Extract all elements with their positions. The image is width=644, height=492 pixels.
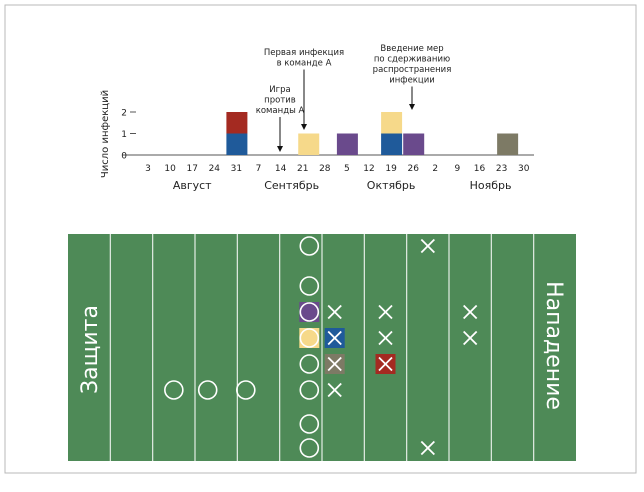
annotation-text: в команде А [277,59,332,69]
offense-player-cross [420,238,435,254]
offense-player-cross [327,356,342,372]
y-tick-label: 1 [121,130,127,140]
y-tick-label: 2 [121,109,127,119]
left-endzone-label: Защита [78,305,103,394]
x-tick-label: 10 [164,164,176,174]
x-tick-label: 23 [496,164,507,174]
offense-player-cross [420,440,435,456]
x-tick-label: 16 [474,164,486,174]
offense-player-cross [327,382,342,398]
annotation-text: Первая инфекция [264,48,344,58]
defense-player-circle [197,380,218,400]
x-tick-label: 2 [432,164,438,174]
bar-segment [226,133,248,155]
annotation-arrow-head [301,124,307,130]
defense-player-circle [299,380,320,400]
player-highlight [299,302,320,322]
defense-player-circle [299,236,320,256]
bar-segment [336,133,358,155]
x-tick-label: 12 [363,164,374,174]
annotation-text: Введение мер [380,44,443,54]
defense-player-circle [236,380,256,400]
y-axis-label: Число инфекций [100,90,111,178]
bar-segment [381,112,403,134]
month-label: Ноябрь [470,179,512,192]
bar-segment [298,133,320,155]
x-tick-label: 31 [231,164,242,174]
annotation-text: по сдерживанию [374,55,450,65]
x-tick-label: 21 [297,164,308,174]
defense-player-circle [299,414,320,434]
x-tick-label: 5 [344,164,350,174]
month-label: Август [173,179,212,192]
defense-player-circle [164,380,184,400]
annotation-text: инфекции [389,76,435,86]
x-tick-label: 30 [518,164,530,174]
offense-player-cross [378,330,393,346]
offense-player-cross [463,330,478,346]
annotation-arrow-head [409,104,415,110]
x-tick-label: 17 [186,164,197,174]
x-tick-label: 24 [209,164,221,174]
offense-player-cross [327,330,342,346]
annotation-text: команды А [256,106,305,116]
right-endzone-label: Нападение [541,281,566,410]
football-field-diagram: Защита Нападение [68,234,576,461]
player-highlight [299,328,320,348]
defense-player-circle [299,438,320,458]
defense-player-circle [299,276,320,296]
annotation-text: распространения [373,65,452,75]
offense-player-cross [378,356,393,372]
defense-player-circle [299,328,320,348]
x-tick-label: 9 [455,164,461,174]
x-tick-label: 3 [145,164,151,174]
x-tick-label: 7 [256,164,262,174]
annotation-text: Игра [269,85,290,95]
defense-player-circle [299,354,320,374]
x-tick-label: 19 [385,164,397,174]
bar-segment [497,133,519,155]
x-tick-label: 28 [319,164,331,174]
offense-player-cross [327,304,342,320]
bar-segment [226,112,248,134]
month-label: Октябрь [367,179,416,192]
y-tick-label: 0 [121,152,127,162]
bar-segment [403,133,425,155]
defense-player-circle [299,302,320,322]
x-tick-label: 14 [275,164,287,174]
annotation-text: против [264,96,296,106]
bar-segment [381,133,403,155]
offense-player-cross [463,304,478,320]
annotation-arrow-head [277,146,283,152]
offense-player-cross [378,304,393,320]
month-label: Сентябрь [264,179,319,192]
x-tick-label: 26 [407,164,419,174]
